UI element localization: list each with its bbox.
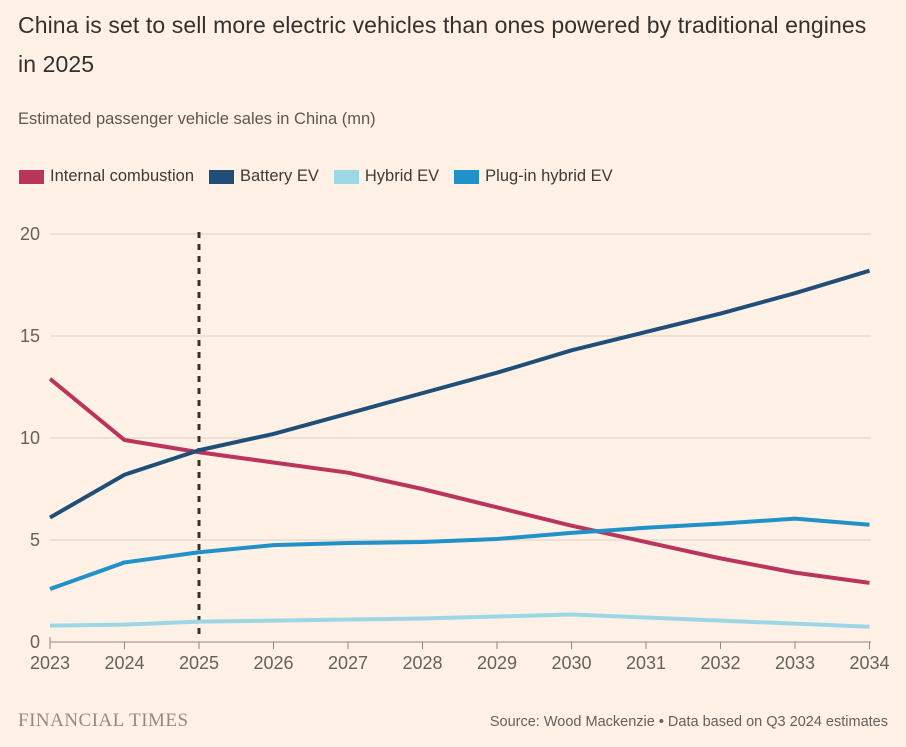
chart-legend: Internal combustion Battery EV Hybrid EV Pl… — [19, 167, 613, 186]
chart-subtitle: Estimated passenger vehicle sales in Chi… — [18, 110, 376, 128]
legend-swatch-battery-ev — [209, 169, 234, 184]
x-axis-label: 2034 — [849, 653, 889, 673]
series-line-plug-in-hybrid-ev — [49, 516, 870, 591]
legend-label: Internal combustion — [50, 167, 194, 185]
x-axis-label: 2025 — [179, 653, 219, 673]
x-axis-label: 2030 — [551, 653, 591, 673]
x-axis-label: 2023 — [30, 653, 70, 673]
legend-item-internal-combustion: Internal combustion — [19, 167, 194, 186]
legend-item-hybrid-ev: Hybrid EV — [333, 167, 440, 186]
legend-swatch-hybrid-ev — [333, 169, 359, 184]
chart-svg: 0 5 10 15 20 2023 2024 2025 2026 2027 2028 2029 2030… — [20, 224, 890, 673]
financial-times-logo: FINANCIAL TIMES — [18, 710, 189, 731]
legend-item-plug-in-hybrid-ev: Plug-in hybrid EV — [454, 167, 613, 186]
source-note: Source: Wood Mackenzie • Data based on Q… — [489, 714, 888, 730]
y-axis-label: 0 — [30, 632, 40, 652]
chart-title: China is set to sell more electric vehic… — [18, 12, 867, 77]
chart-area: 0 5 10 15 20 2023 2024 2025 2026 2027 2028 2029 2030… — [0, 222, 906, 674]
x-axis-label: 2032 — [700, 653, 740, 673]
legend-label: Battery EV — [240, 167, 319, 185]
x-axis-label: 2031 — [626, 653, 666, 673]
y-axis-label: 15 — [20, 326, 40, 346]
x-axis-label: 2024 — [104, 653, 144, 673]
footer: FINANCIAL TIMES Source: Wood Mackenzie •… — [18, 710, 888, 732]
legend-label: Plug-in hybrid EV — [485, 167, 613, 185]
series-line-battery-ev — [49, 268, 871, 520]
series-line-internal-combustion — [48, 377, 870, 585]
legend-item-battery-ev: Battery EV — [209, 167, 319, 186]
y-axis-label: 10 — [20, 428, 40, 448]
y-axis-label: 20 — [20, 224, 40, 244]
legend-label: Hybrid EV — [364, 167, 440, 185]
legend-swatch-internal-combustion — [19, 169, 44, 184]
legend-swatch-plug-in-hybrid-ev — [454, 169, 480, 184]
x-axis-label: 2026 — [253, 653, 293, 673]
x-axis-label: 2029 — [477, 653, 517, 673]
x-axis-label: 2028 — [402, 653, 442, 673]
x-axis-label: 2027 — [328, 653, 368, 673]
y-axis-label: 5 — [30, 530, 40, 550]
x-axis-label: 2033 — [775, 653, 815, 673]
series-line-hybrid-ev — [49, 612, 870, 629]
